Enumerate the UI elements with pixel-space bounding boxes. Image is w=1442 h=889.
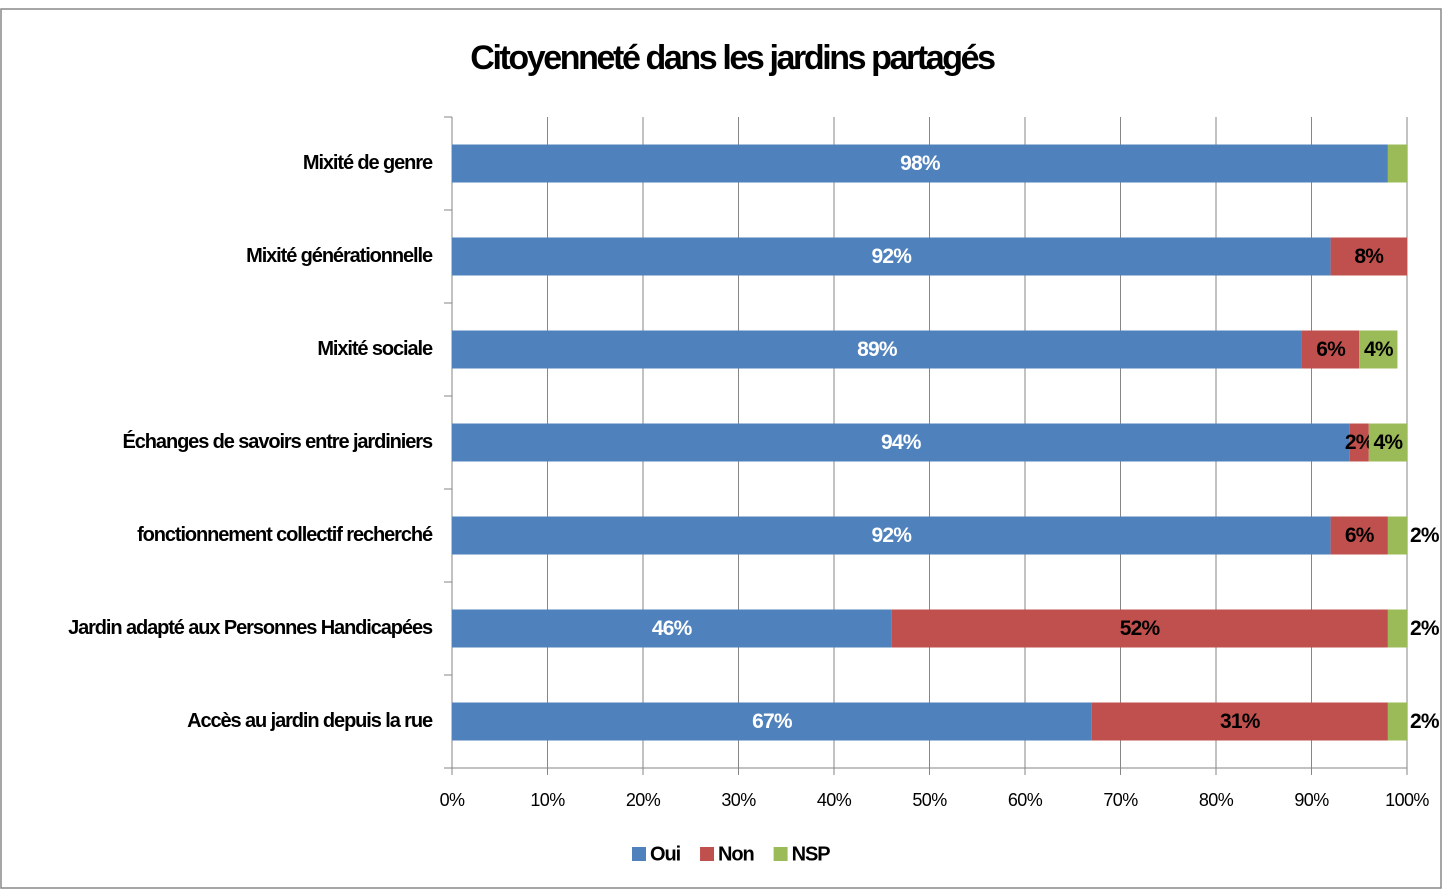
- data-label: 89%: [857, 338, 898, 361]
- bar-segment: [1349, 423, 1369, 462]
- legend-label: Non: [718, 843, 754, 865]
- data-label: 2%: [1410, 617, 1440, 640]
- x-tick-label: 20%: [626, 790, 661, 810]
- bar-segment: [452, 516, 1331, 555]
- data-label: 31%: [1220, 710, 1261, 733]
- bar-segment: [452, 330, 1302, 369]
- x-tick-label: 30%: [721, 790, 756, 810]
- x-tick-label: 100%: [1385, 790, 1429, 810]
- bar-segment: [452, 702, 1092, 741]
- bar-segment: [1387, 702, 1407, 741]
- x-tick-label: 10%: [530, 790, 565, 810]
- x-tick-label: 40%: [817, 790, 852, 810]
- data-label: 94%: [881, 431, 922, 454]
- y-tick-label: Mixité de genre: [303, 152, 433, 174]
- y-tick-label: Mixité générationnelle: [246, 245, 433, 267]
- bar-segment: [1301, 330, 1360, 369]
- bar-segment: [1387, 516, 1407, 555]
- bar-segment: [452, 144, 1388, 183]
- y-tick-label: Échanges de savoirs entre jardiniers: [123, 430, 433, 453]
- x-tick-label: 60%: [1008, 790, 1043, 810]
- y-tick-label: Accès au jardin depuis la rue: [187, 710, 433, 732]
- data-label: 4%: [1364, 338, 1394, 361]
- x-tick-label: 70%: [1103, 790, 1138, 810]
- bar-segment: [1387, 144, 1407, 183]
- data-label: 2%: [1410, 710, 1440, 733]
- x-tick-label: 90%: [1294, 790, 1329, 810]
- data-label: 6%: [1345, 524, 1375, 547]
- x-tick-label: 50%: [912, 790, 947, 810]
- x-tick-label: 0%: [440, 790, 465, 810]
- y-tick-label: Jardin adapté aux Personnes Handicapées: [68, 617, 433, 639]
- bar-segment: [1387, 609, 1407, 648]
- legend-swatch: [773, 847, 788, 861]
- bar-segment: [1330, 516, 1388, 555]
- data-label: 4%: [1374, 431, 1404, 454]
- bar-segment: [1359, 330, 1398, 369]
- legend-swatch: [632, 847, 646, 861]
- legend-label: NSP: [792, 843, 831, 865]
- bar-segment: [452, 237, 1331, 276]
- bar-segment: [1091, 702, 1388, 741]
- data-label: 92%: [871, 524, 912, 547]
- y-tick-label: Mixité sociale: [317, 338, 433, 360]
- data-label: 46%: [652, 617, 693, 640]
- data-label: 67%: [752, 710, 793, 733]
- data-label: 92%: [871, 245, 912, 268]
- bar-segment: [452, 423, 1350, 462]
- x-tick-label: 80%: [1199, 790, 1234, 810]
- bar-segment: [891, 609, 1388, 648]
- bar-segment: [1330, 237, 1407, 276]
- legend-swatch: [700, 847, 715, 861]
- y-tick-label: fonctionnement collectif recherché: [137, 524, 433, 546]
- bar-segment: [1368, 423, 1407, 462]
- bar-segment: [452, 609, 892, 648]
- data-label: 8%: [1354, 245, 1384, 268]
- data-label: 6%: [1316, 338, 1346, 361]
- chart-title: Citoyenneté dans les jardins partagés: [470, 39, 995, 77]
- data-label: 98%: [900, 152, 941, 175]
- data-label: 2%: [1345, 431, 1375, 454]
- data-label: 52%: [1120, 617, 1161, 640]
- legend-label: Oui: [650, 843, 681, 865]
- data-label: 2%: [1410, 524, 1440, 547]
